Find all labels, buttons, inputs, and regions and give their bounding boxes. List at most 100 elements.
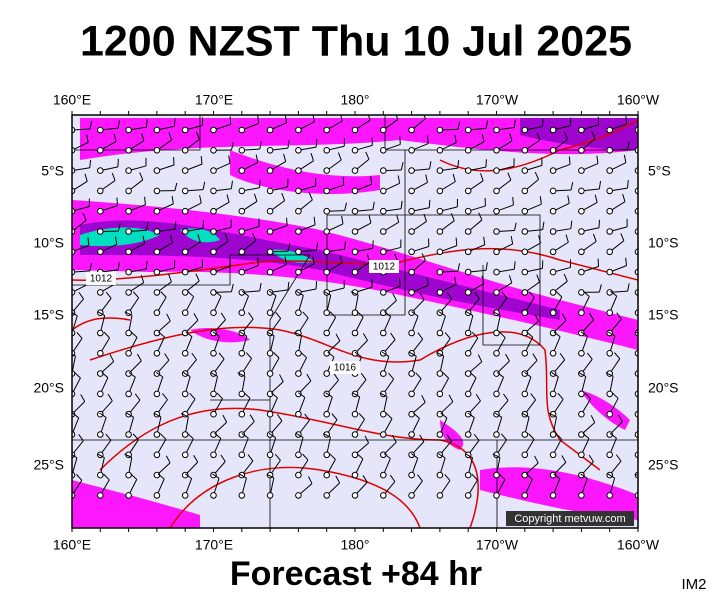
barb-station: [182, 452, 188, 458]
barb-station: [98, 127, 104, 133]
barb-station: [154, 493, 160, 499]
barb-station: [296, 269, 302, 275]
barb-station: [211, 290, 217, 296]
barb-station: [465, 127, 471, 133]
barb-station: [211, 351, 217, 357]
barb-station: [98, 371, 104, 377]
barb-station: [98, 290, 104, 296]
barb-station: [296, 229, 302, 235]
barb-station: [607, 493, 613, 499]
barb-station: [154, 432, 160, 438]
barb-station: [579, 472, 585, 478]
barb-station: [324, 371, 330, 377]
barb-station: [154, 249, 160, 255]
barb-staff: [638, 296, 644, 313]
barb-station: [607, 188, 613, 194]
lat-label: 25°S: [33, 457, 64, 473]
barb-station: [579, 208, 585, 214]
barb-staff: [638, 226, 655, 232]
barb-station: [494, 168, 500, 174]
barb-station: [550, 229, 556, 235]
lat-label: 15°S: [648, 307, 679, 323]
barb-staff: [638, 421, 650, 434]
barb-station: [267, 310, 273, 316]
lat-label: 20°S: [33, 380, 64, 396]
barb-station: [437, 269, 443, 275]
barb-station: [465, 290, 471, 296]
barb-station: [522, 310, 528, 316]
barb-station: [522, 188, 528, 194]
barb-station: [211, 188, 217, 194]
barb-station: [607, 249, 613, 255]
barb-station: [494, 493, 500, 499]
barb-station: [182, 391, 188, 397]
barb-station: [98, 411, 104, 417]
barb-station: [296, 168, 302, 174]
barb-station: [522, 168, 528, 174]
barb-station: [550, 269, 556, 275]
barb-station: [126, 330, 132, 336]
barb-station: [239, 229, 245, 235]
lon-label: 160°W: [617, 537, 660, 553]
barb-station: [296, 452, 302, 458]
barb-staff: [638, 265, 654, 272]
barb-station: [607, 269, 613, 275]
barb-station: [324, 493, 330, 499]
barb-station: [154, 269, 160, 275]
barb-station: [182, 127, 188, 133]
barb-station: [437, 391, 443, 397]
barb-station: [409, 371, 415, 377]
barb-station: [296, 310, 302, 316]
barb-station: [239, 411, 245, 417]
barb-station: [437, 330, 443, 336]
barb-station: [126, 391, 132, 397]
barb-station: [579, 351, 585, 357]
barb-station: [409, 493, 415, 499]
barb-station: [154, 310, 160, 316]
barb-station: [126, 127, 132, 133]
barb-station: [381, 249, 387, 255]
barb-station: [182, 351, 188, 357]
lon-label: 160°W: [617, 92, 660, 108]
barb-flag: [653, 257, 654, 265]
barb-flag: [146, 261, 147, 269]
barb-station: [267, 229, 273, 235]
barb-station: [550, 391, 556, 397]
lon-label: 170°W: [476, 92, 519, 108]
barb-flag: [373, 240, 374, 248]
barb-station: [154, 188, 160, 194]
barb-flag: [650, 193, 653, 201]
barb-staff: [638, 358, 647, 373]
barb-station: [182, 432, 188, 438]
barb-station: [126, 493, 132, 499]
barb-station: [522, 290, 528, 296]
barb-station: [324, 472, 330, 478]
barb-station: [296, 188, 302, 194]
title: 1200 NZST Thu 10 Jul 2025: [80, 17, 632, 65]
barb-station: [409, 432, 415, 438]
barb-station: [437, 371, 443, 377]
barb-station: [324, 168, 330, 174]
barb-station: [409, 411, 415, 417]
barb-station: [324, 127, 330, 133]
barb-station: [381, 188, 387, 194]
barb-station: [126, 351, 132, 357]
barb-station: [381, 472, 387, 478]
barb-station: [579, 148, 585, 154]
barb-station: [465, 432, 471, 438]
barb-station: [381, 168, 387, 174]
barb-station: [182, 269, 188, 275]
barb-station: [211, 310, 217, 316]
barb-station: [579, 391, 585, 397]
barb-station: [126, 269, 132, 275]
barb-station: [579, 452, 585, 458]
barb-station: [98, 188, 104, 194]
barb-station: [98, 208, 104, 214]
barb-station: [98, 168, 104, 174]
barb-station: [494, 249, 500, 255]
lon-label: 160°E: [53, 92, 91, 108]
barb-station: [465, 168, 471, 174]
barb-station: [267, 269, 273, 275]
barb-station: [437, 249, 443, 255]
barb-station: [607, 391, 613, 397]
